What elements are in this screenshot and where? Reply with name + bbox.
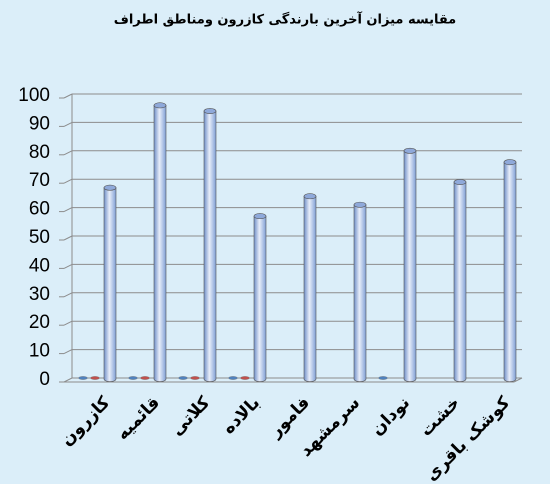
y-tick-label: 70	[29, 170, 50, 191]
y-tick-label: 100	[18, 85, 50, 106]
y-tick-label: 0	[39, 369, 50, 390]
x-tick-label: بالاده	[219, 393, 264, 438]
floor-right	[513, 377, 523, 383]
bar	[453, 181, 467, 382]
y-tick-label: 80	[29, 142, 50, 163]
x-tick-label: قائمیه	[113, 393, 164, 444]
grid-depth	[63, 320, 73, 326]
grid-depth	[63, 121, 73, 127]
y-tick-label: 60	[29, 199, 50, 220]
bar-top	[453, 179, 467, 185]
y-tick-label: 10	[29, 341, 50, 362]
bar-top	[503, 159, 517, 166]
bar	[90, 376, 100, 380]
bar	[503, 161, 517, 382]
bar	[253, 215, 267, 382]
grid-depth	[63, 377, 73, 383]
bar	[178, 376, 188, 380]
bar-top	[103, 184, 117, 191]
bar	[203, 110, 217, 382]
chart-title: مقایسه میزان آخرین بارندگی کازرون ومناطق…	[114, 11, 456, 28]
bar	[190, 376, 200, 380]
x-tick-label: کازرون	[57, 393, 114, 450]
grid-depth	[63, 292, 73, 298]
x-tick-label: کلاتی	[167, 393, 214, 440]
bar	[103, 187, 117, 382]
y-tick-label: 30	[29, 284, 50, 305]
x-tick-label: فامور	[265, 393, 314, 442]
bar	[128, 376, 138, 380]
bar	[240, 376, 250, 380]
y-tick-label: 50	[29, 227, 50, 248]
bar	[303, 195, 317, 382]
bar-top	[303, 193, 317, 200]
bar	[140, 376, 150, 380]
bar-top	[353, 201, 367, 208]
x-tick-label: خشت	[416, 393, 464, 441]
grid-depth	[63, 150, 73, 156]
bar	[153, 105, 167, 382]
grid-depth	[63, 263, 73, 269]
y-tick-label: 40	[29, 255, 50, 276]
bar	[228, 376, 238, 380]
bar	[378, 376, 388, 380]
grid-depth	[63, 207, 73, 213]
bar-top	[153, 102, 167, 109]
grid-depth	[63, 178, 73, 184]
bar	[353, 204, 367, 382]
y-tick-label: 20	[29, 312, 50, 333]
grid-depth	[63, 349, 73, 355]
y-tick-label: 90	[29, 113, 50, 134]
bar-top	[253, 213, 267, 220]
bar-top	[203, 108, 217, 114]
bar	[403, 150, 417, 382]
grid-depth	[63, 93, 73, 99]
x-tick-label: نودان	[367, 393, 414, 440]
bar-top	[403, 147, 417, 154]
grid-depth	[63, 235, 73, 241]
bar	[78, 376, 88, 380]
